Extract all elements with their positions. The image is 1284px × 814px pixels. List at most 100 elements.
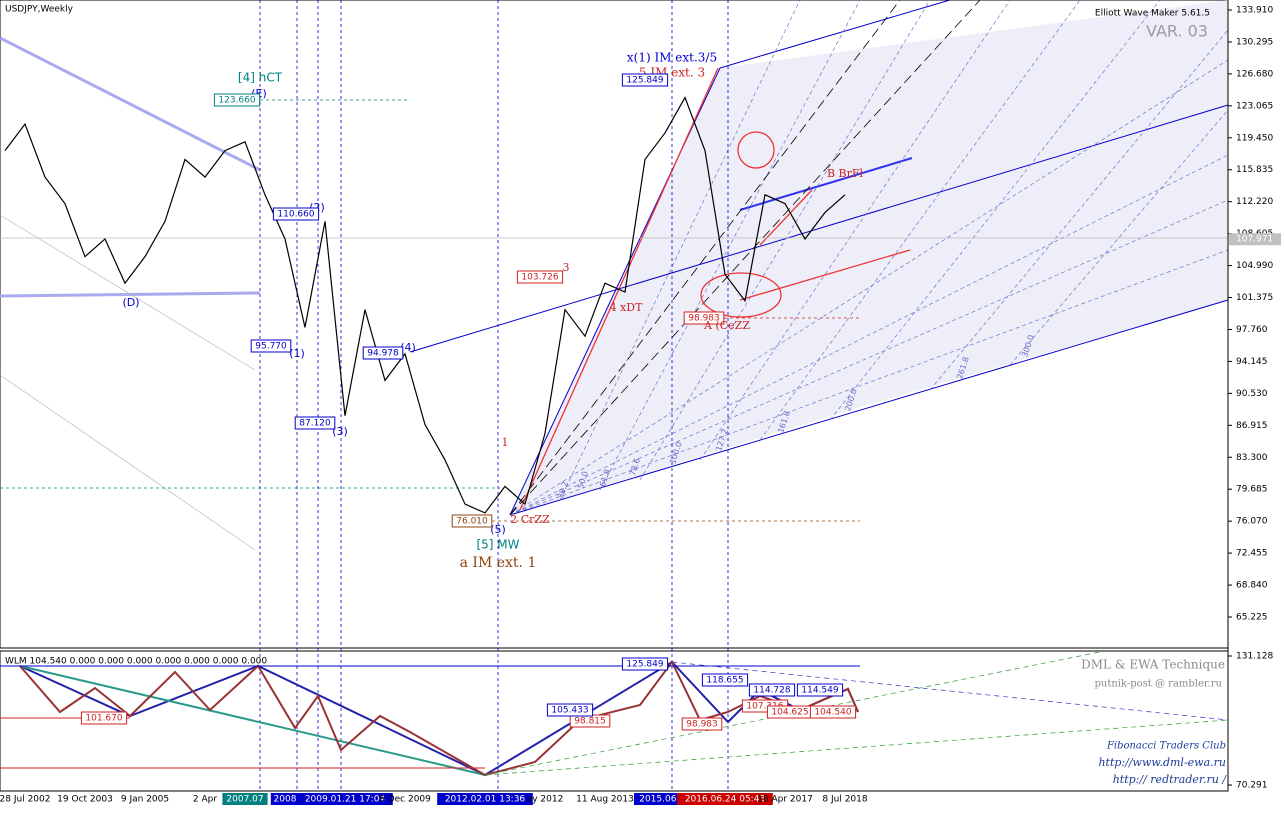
y-tick-label: 72.455 bbox=[1236, 549, 1268, 559]
y-tick-label: 130.295 bbox=[1236, 37, 1273, 47]
x-tick-box bbox=[270, 793, 300, 805]
y-tick-label: 126.680 bbox=[1236, 69, 1273, 79]
annotation: 4 xDT bbox=[610, 301, 644, 314]
sub-zigzags bbox=[0, 651, 1229, 777]
y-tick-label: 97.760 bbox=[1236, 325, 1268, 335]
annotation: 3 bbox=[563, 261, 570, 274]
price-box bbox=[213, 93, 261, 107]
annotation: 2 CrZZ bbox=[510, 513, 550, 526]
annotation: http://www.dml-ewa.ru bbox=[1098, 756, 1226, 769]
annotation: putnik-post @ rambler.ru bbox=[1094, 679, 1222, 690]
price-box-label: 105.433 bbox=[551, 706, 588, 716]
price-box bbox=[80, 711, 128, 725]
price-box-label: 76.010 bbox=[456, 517, 488, 527]
y-tick-label: 65.225 bbox=[1236, 613, 1268, 623]
annotation: Elliott Wave Maker 5.61.5 bbox=[1095, 9, 1210, 19]
price-box-label: 98.983 bbox=[688, 314, 720, 324]
price-box bbox=[748, 683, 796, 697]
annotation: [5] MW bbox=[476, 538, 519, 552]
price-box bbox=[621, 73, 669, 87]
price-box bbox=[272, 207, 320, 221]
price-box-label: 107.316 bbox=[746, 702, 783, 712]
dashed-fans bbox=[509, 0, 981, 516]
x-tick-label: 8 Jul 2018 bbox=[822, 795, 867, 805]
x-tick-label: ay 2012 bbox=[527, 795, 564, 805]
x-tick-box bbox=[677, 793, 773, 805]
x-tick-label: 2007.07 bbox=[226, 795, 263, 805]
x-tick-label: 2 Apr bbox=[193, 795, 217, 805]
annotation: VAR. 03 bbox=[1146, 22, 1208, 41]
annotation: USDJPY,Weekly bbox=[5, 5, 74, 15]
annotation: (D) bbox=[122, 296, 139, 309]
annotation: DML & EWA Technique bbox=[1081, 658, 1225, 672]
y-tick-label: 119.450 bbox=[1236, 133, 1273, 143]
x-tick-box bbox=[297, 793, 393, 805]
y-tick-label: 68.840 bbox=[1236, 581, 1268, 591]
y-tick-label: 101.375 bbox=[1236, 293, 1273, 303]
price-box bbox=[362, 346, 404, 360]
y-tick-label: 123.065 bbox=[1236, 101, 1273, 111]
x-tick-label: 28 Jul 2002 bbox=[0, 795, 50, 805]
y-tick-label: 83.300 bbox=[1236, 453, 1268, 463]
y-tick-label: 94.145 bbox=[1236, 357, 1268, 367]
x-tick-label: 11 Aug 2013 bbox=[576, 795, 634, 805]
annotation: [4] hCT bbox=[238, 71, 283, 85]
price-box-label: 123.660 bbox=[218, 96, 255, 106]
price-box bbox=[294, 416, 336, 430]
price-box bbox=[683, 311, 725, 325]
fib-lines bbox=[509, 0, 1229, 516]
channel-area bbox=[510, 0, 1228, 515]
annotation: B BrFl bbox=[827, 167, 864, 180]
y-tick-label: 76.070 bbox=[1236, 517, 1268, 527]
blue-wedge bbox=[0, 36, 261, 298]
annotation: x(1) IM ext.3/5 bbox=[627, 51, 717, 65]
sub-panel bbox=[0, 650, 1229, 792]
price-box-label: 95.770 bbox=[255, 342, 287, 352]
annotation: (4) bbox=[400, 341, 416, 354]
annotation: (5) bbox=[490, 523, 506, 536]
sub-y-tick-label: 70.291 bbox=[1236, 781, 1268, 791]
x-tick-label: 2016.06.24 05:43 bbox=[685, 795, 765, 805]
sub-y-tick-label: 131.128 bbox=[1236, 652, 1273, 662]
price-box-label: 98.815 bbox=[574, 717, 606, 727]
price-box-label: 101.670 bbox=[85, 714, 122, 724]
price-box-label: 104.625 bbox=[771, 708, 808, 718]
price-box-label: 118.655 bbox=[706, 676, 743, 686]
price-box bbox=[681, 717, 723, 731]
grey-lines bbox=[0, 214, 1228, 551]
price-box-label: 125.849 bbox=[626, 660, 663, 670]
price-line bbox=[4, 96, 846, 514]
price-box-label: 98.983 bbox=[686, 720, 718, 730]
price-box-label: 104.540 bbox=[814, 708, 851, 718]
x-tick-label: 6 Dec 2009 bbox=[379, 795, 431, 805]
x-tick-label: 19 Oct 2003 bbox=[57, 795, 113, 805]
annotation: (3) bbox=[332, 425, 348, 438]
x-tick-box bbox=[437, 793, 533, 805]
x-tick-box bbox=[222, 793, 268, 805]
x-tick-label: 2015.06.05 bbox=[639, 795, 691, 805]
price-box-label: 114.728 bbox=[753, 686, 790, 696]
price-box-label: 94.978 bbox=[367, 349, 399, 359]
price-box bbox=[546, 703, 594, 717]
y-tick-label: 112.220 bbox=[1236, 197, 1273, 207]
price-box-label: 125.849 bbox=[626, 76, 663, 86]
price-box bbox=[516, 270, 564, 284]
x-tick-label: 2012.02.01 13:36 bbox=[445, 795, 526, 805]
x-tick-label: 16 Apr 2017 bbox=[757, 795, 813, 805]
y-tick-label: 86.915 bbox=[1236, 421, 1268, 431]
price-box bbox=[701, 673, 749, 687]
y-tick-label: 90.530 bbox=[1236, 389, 1268, 399]
x-tick-label: 9 Jan 2005 bbox=[121, 795, 169, 805]
price-box bbox=[451, 514, 493, 528]
price-box bbox=[621, 657, 669, 671]
price-box bbox=[796, 683, 844, 697]
current-price-box bbox=[1229, 233, 1281, 246]
price-box-label: 103.726 bbox=[521, 273, 558, 283]
annotation: a IM ext. 1 bbox=[460, 555, 537, 571]
annotation: http:// redtrader.ru / bbox=[1113, 773, 1228, 786]
price-box-label: 110.660 bbox=[277, 210, 314, 220]
annotation: WLM 104.540 0.000 0.000 0.000 0.000 0.00… bbox=[5, 657, 267, 667]
annotation: A (CeZZ bbox=[703, 319, 750, 332]
